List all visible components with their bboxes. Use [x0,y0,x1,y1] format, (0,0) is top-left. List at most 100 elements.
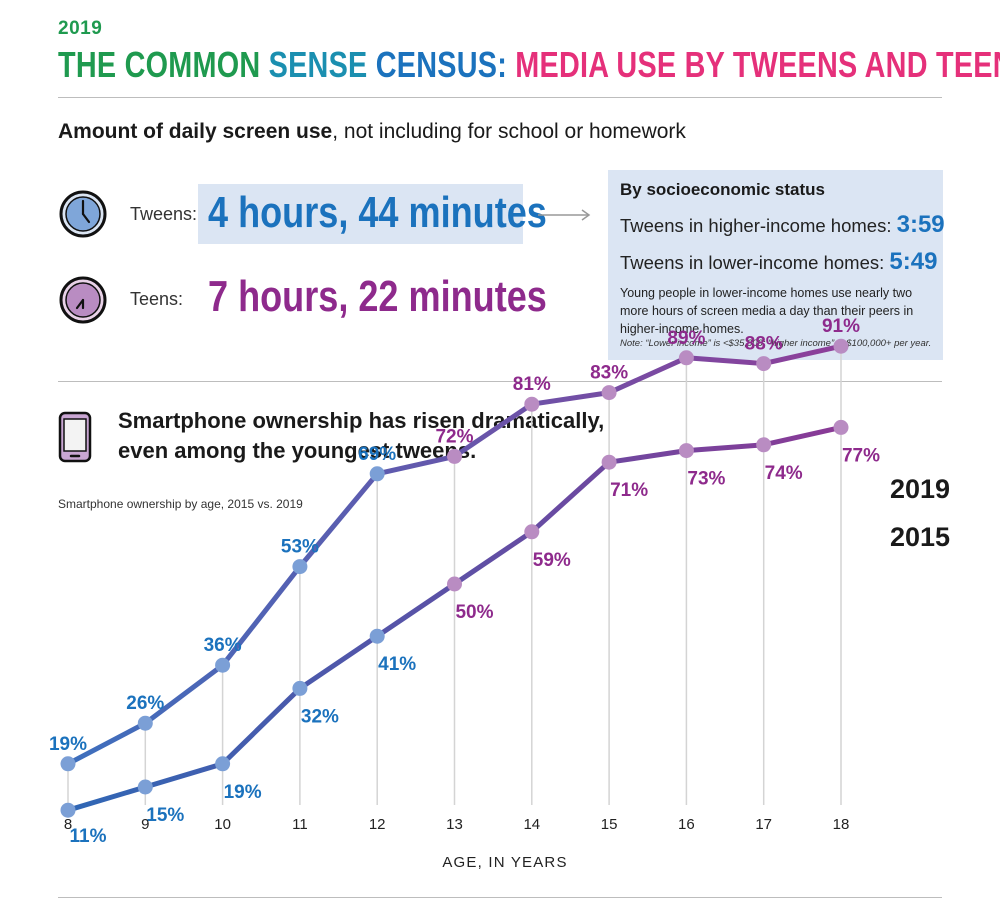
ses-panel: By socioeconomic status Tweens in higher… [608,170,945,360]
smartphone-title: Smartphone ownership has risen dramatica… [118,406,604,466]
data-label-2015: 59% [533,550,571,571]
data-label-2019: 83% [590,363,628,384]
data-label-2019: 81% [513,374,551,395]
screen-use-title-rest: , not including for school or homework [332,120,686,143]
divider [58,897,942,898]
divider [58,97,942,98]
data-label-2015: 11% [70,826,107,847]
data-point-2015 [601,454,617,470]
data-label-2015: 73% [687,469,725,490]
data-label-2019: 26% [126,693,164,714]
legend-2015: 2015 [890,522,950,552]
ses-higher-value: 3:59 [896,211,945,238]
x-tick-label: 15 [601,816,618,833]
data-label-2019: 72% [435,426,473,447]
data-label-2015: 50% [455,602,493,623]
title-word: THE [58,44,125,85]
tweens-label: Tweens: [130,204,198,224]
smartphone-icon [58,411,92,463]
title-part-1: THE COMMON SENSE CENSUS: [58,44,515,85]
divider [58,381,942,382]
data-label-2019: 91% [822,316,860,337]
data-point-2019 [524,396,540,412]
teens-clock-icon [59,276,107,324]
data-point-2019 [215,657,231,673]
x-tick-label: 16 [678,816,695,833]
ses-note: Note: “Lower income” is <$35,000; “highe… [620,338,932,349]
ses-lower-label: Tweens in lower-income homes: [620,252,885,273]
data-label-2019: 19% [49,734,87,755]
chart-title: Smartphone ownership by age, 2015 vs. 20… [58,497,303,511]
legend-2019: 2019 [890,474,950,504]
ses-lower-row: Tweens in lower-income homes: 5:49 [620,248,937,276]
report-year: 2019 [58,18,103,39]
arrow-right-icon [538,209,591,221]
x-axis-label: AGE, IN YEARS [442,854,567,871]
tweens-clock-icon [59,190,107,238]
data-point-2019 [756,356,772,372]
ses-higher-row: Tweens in higher-income homes: 3:59 [620,211,945,239]
data-point-2015 [756,437,772,453]
data-point-2015 [215,756,231,772]
data-label-2015: 15% [146,805,184,826]
ses-title: By socioeconomic status [620,180,826,199]
data-point-2019 [447,448,462,464]
x-axis-tick-labels: 8 9 10 11 12 13 14 15 16 17 18 [64,816,850,833]
data-label-2019: 89% [667,328,705,349]
data-point-2015 [60,802,76,818]
data-label-2015: 32% [301,706,339,727]
x-tick-label: 14 [523,816,540,833]
data-label-2019: 88% [745,334,783,355]
x-tick-label: 9 [141,816,149,833]
screen-use-title-bold: Amount of daily screen use [58,120,333,143]
teens-label: Teens: [130,289,184,309]
data-point-2019 [369,466,385,482]
chart-point-labels: 19% 26% 36% 53% 69% 72% 81% 83% 89% 88% 91% 11% 15% 1… [49,316,880,847]
data-point-2015 [524,524,540,540]
x-tick-label: 13 [446,816,463,833]
data-label-2015: 74% [765,463,803,484]
data-point-2015 [137,779,153,795]
x-tick-label: 10 [214,816,231,833]
ses-higher-label: Tweens in higher-income homes: [620,215,892,236]
data-point-2019 [60,756,76,772]
smartphone-title-line-2: even among the youngest tweens. [118,438,477,463]
teens-value: 7 hours, 22 minutes [208,272,547,321]
data-label-2015: 41% [378,654,416,675]
data-label-2015: 19% [224,782,262,803]
data-label-2019: 53% [281,537,319,558]
data-point-2015 [447,576,462,592]
data-point-2015 [678,443,694,459]
x-tick-label: 18 [833,816,850,833]
data-label-2019: 69% [358,444,396,465]
data-point-2019 [137,715,153,731]
x-tick-label: 17 [755,816,772,833]
title-word: COMMON [124,44,269,85]
chart-points [60,338,849,818]
data-point-2019 [678,350,694,366]
data-point-2019 [601,385,617,401]
data-label-2015: 71% [610,480,648,501]
tweens-value-box [198,184,523,244]
data-point-2015 [292,680,308,696]
x-tick-label: 11 [292,816,308,833]
x-tick-label: 12 [369,816,386,833]
data-point-2019 [833,338,849,354]
data-point-2015 [833,419,849,435]
data-label-2019: 36% [204,635,242,656]
page-title: THE COMMON SENSE CENSUS: MEDIA USE BY TW… [58,44,1000,86]
data-label-2015: 77% [842,445,880,466]
x-tick-label: 8 [64,816,72,833]
ses-description: Young people in lower-income homes use n… [620,286,914,336]
tweens-value: 4 hours, 44 minutes [208,188,547,237]
data-point-2019 [292,559,308,575]
screen-use-title: Amount of daily screen use, not includin… [58,120,686,144]
title-part-2: MEDIA USE BY TWEENS AND TEENS [515,44,1000,85]
chart-gridlines [67,346,842,805]
ses-lower-value: 5:49 [889,248,938,275]
title-word: CENSUS: [375,44,516,85]
title-word: SENSE [268,44,376,85]
chart-legend: 2019 2015 [890,474,950,552]
data-point-2015 [369,628,385,644]
